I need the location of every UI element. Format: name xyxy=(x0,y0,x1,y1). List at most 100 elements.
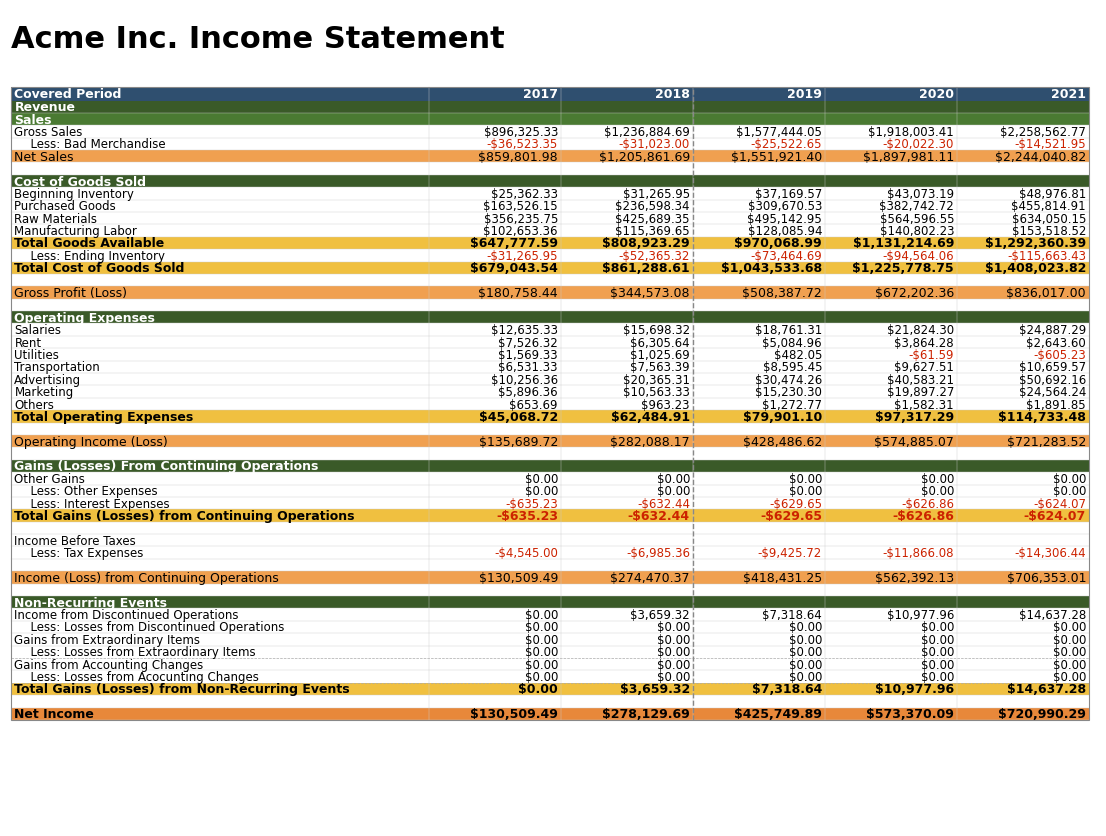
Text: $382,742.72: $382,742.72 xyxy=(879,200,954,213)
Text: Total Goods Available: Total Goods Available xyxy=(14,237,165,250)
Text: $1,891.85: $1,891.85 xyxy=(1026,398,1086,411)
Text: $21,824.30: $21,824.30 xyxy=(887,324,954,337)
Text: $0.00: $0.00 xyxy=(920,472,954,485)
Text: -$36,523.35: -$36,523.35 xyxy=(487,138,557,151)
Text: $1,131,214.69: $1,131,214.69 xyxy=(853,237,954,250)
Text: $0.00: $0.00 xyxy=(524,472,557,485)
Bar xyxy=(11,707,1089,720)
Text: Net Sales: Net Sales xyxy=(14,150,74,164)
Text: Covered Period: Covered Period xyxy=(14,88,122,101)
Text: $25,362.33: $25,362.33 xyxy=(491,188,557,201)
Text: Cost of Goods Sold: Cost of Goods Sold xyxy=(14,176,146,188)
Text: $163,526.15: $163,526.15 xyxy=(483,200,557,213)
Text: $31,265.95: $31,265.95 xyxy=(623,188,690,201)
Text: $1,569.33: $1,569.33 xyxy=(499,349,557,361)
Bar xyxy=(11,237,1089,250)
Text: $574,885.07: $574,885.07 xyxy=(874,436,954,448)
Text: $18,761.31: $18,761.31 xyxy=(754,324,822,337)
Bar xyxy=(11,572,1089,584)
Text: $128,085.94: $128,085.94 xyxy=(748,225,822,237)
Text: $48,976.81: $48,976.81 xyxy=(1019,188,1086,201)
Text: 2019: 2019 xyxy=(787,88,822,101)
Text: $0.00: $0.00 xyxy=(789,670,822,683)
Text: $418,431.25: $418,431.25 xyxy=(743,571,822,584)
Text: -$632.44: -$632.44 xyxy=(628,509,690,522)
Text: Less: Tax Expenses: Less: Tax Expenses xyxy=(23,547,144,559)
Text: $62,484.91: $62,484.91 xyxy=(611,410,690,423)
Text: $140,802.23: $140,802.23 xyxy=(879,225,954,237)
Text: $19,897.27: $19,897.27 xyxy=(887,385,954,399)
Text: $428,486.62: $428,486.62 xyxy=(743,436,822,448)
Text: $10,977.96: $10,977.96 xyxy=(875,683,954,696)
Text: $0.00: $0.00 xyxy=(524,670,557,683)
Text: $0.00: $0.00 xyxy=(524,609,557,621)
Bar xyxy=(11,101,1089,114)
Bar xyxy=(11,263,1089,274)
Text: $0.00: $0.00 xyxy=(920,645,954,659)
Text: -$624.07: -$624.07 xyxy=(1033,497,1086,510)
Text: $130,509.49: $130,509.49 xyxy=(479,571,557,584)
Text: -$25,522.65: -$25,522.65 xyxy=(751,138,822,151)
Text: $7,318.64: $7,318.64 xyxy=(752,683,822,696)
Text: $0.00: $0.00 xyxy=(1053,658,1086,670)
Text: $0.00: $0.00 xyxy=(789,645,822,659)
Bar xyxy=(11,436,1089,448)
Text: $130,509.49: $130,509.49 xyxy=(470,707,557,721)
Text: $0.00: $0.00 xyxy=(1053,472,1086,485)
Text: Raw Materials: Raw Materials xyxy=(14,212,97,226)
Text: $37,169.57: $37,169.57 xyxy=(754,188,822,201)
Text: $672,202.36: $672,202.36 xyxy=(875,287,954,299)
Text: $14,637.28: $14,637.28 xyxy=(1019,609,1086,621)
Text: $0.00: $0.00 xyxy=(524,485,557,497)
Text: $0.00: $0.00 xyxy=(1053,670,1086,683)
Text: $10,563.33: $10,563.33 xyxy=(623,385,690,399)
Text: $0.00: $0.00 xyxy=(1053,645,1086,659)
Text: $1,292,360.39: $1,292,360.39 xyxy=(985,237,1086,250)
Text: $9,627.51: $9,627.51 xyxy=(894,361,954,374)
Text: Advertising: Advertising xyxy=(14,374,82,386)
Text: $0.00: $0.00 xyxy=(524,645,557,659)
Text: Total Operating Expenses: Total Operating Expenses xyxy=(14,410,194,423)
Text: $20,365.31: $20,365.31 xyxy=(623,374,690,386)
Text: $0.00: $0.00 xyxy=(1053,485,1086,497)
Text: 2018: 2018 xyxy=(655,88,690,101)
Text: $0.00: $0.00 xyxy=(789,621,822,634)
Text: Income from Discontinued Operations: Income from Discontinued Operations xyxy=(14,609,239,621)
Text: $10,659.57: $10,659.57 xyxy=(1019,361,1086,374)
Text: $1,551,921.40: $1,551,921.40 xyxy=(731,150,822,164)
Text: $153,518.52: $153,518.52 xyxy=(1012,225,1086,237)
Text: -$94,564.06: -$94,564.06 xyxy=(883,250,954,263)
Text: $0.00: $0.00 xyxy=(657,472,690,485)
Text: -$31,023.00: -$31,023.00 xyxy=(618,138,690,151)
Text: $808,923.29: $808,923.29 xyxy=(603,237,690,250)
Text: $859,801.98: $859,801.98 xyxy=(478,150,557,164)
Text: Total Gains (Losses) from Non-Recurring Events: Total Gains (Losses) from Non-Recurring … xyxy=(14,683,349,696)
Text: $7,563.39: $7,563.39 xyxy=(630,361,690,374)
Text: $356,235.75: $356,235.75 xyxy=(483,212,557,226)
Text: Total Gains (Losses) from Continuing Operations: Total Gains (Losses) from Continuing Ope… xyxy=(14,509,355,522)
Text: $10,977.96: $10,977.96 xyxy=(887,609,954,621)
Text: Manufacturing Labor: Manufacturing Labor xyxy=(14,225,137,237)
Text: Gains from Accounting Changes: Gains from Accounting Changes xyxy=(14,658,204,670)
Text: $1,025.69: $1,025.69 xyxy=(630,349,690,361)
Text: -$626.86: -$626.86 xyxy=(901,497,954,510)
Text: Less: Losses from Acocunting Changes: Less: Losses from Acocunting Changes xyxy=(23,670,259,683)
Text: $1,272.77: $1,272.77 xyxy=(762,398,822,411)
Text: $30,474.26: $30,474.26 xyxy=(754,374,822,386)
Text: $7,318.64: $7,318.64 xyxy=(762,609,822,621)
Bar xyxy=(11,312,1089,324)
Text: $102,653.36: $102,653.36 xyxy=(483,225,557,237)
Text: $6,531.33: $6,531.33 xyxy=(499,361,557,374)
Text: $14,637.28: $14,637.28 xyxy=(1006,683,1086,696)
Text: $0.00: $0.00 xyxy=(657,621,690,634)
Text: 2020: 2020 xyxy=(919,88,954,101)
Text: $425,689.35: $425,689.35 xyxy=(615,212,690,226)
Text: $647,777.59: $647,777.59 xyxy=(470,237,557,250)
Bar xyxy=(11,510,1089,522)
Text: $720,990.29: $720,990.29 xyxy=(999,707,1086,721)
Bar xyxy=(11,176,1089,188)
Text: $2,258,562.77: $2,258,562.77 xyxy=(1000,126,1086,139)
Text: Marketing: Marketing xyxy=(14,385,74,399)
Text: $3,659.32: $3,659.32 xyxy=(630,609,690,621)
Text: -$605.23: -$605.23 xyxy=(1033,349,1086,361)
